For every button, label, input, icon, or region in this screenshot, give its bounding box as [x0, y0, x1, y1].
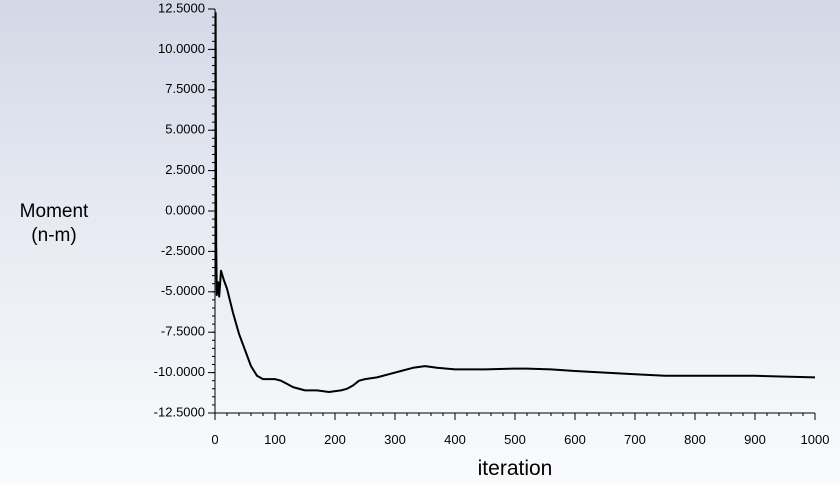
y-tick-label: 7.5000	[165, 81, 205, 96]
y-tick-label: -2.5000	[161, 243, 205, 258]
y-tick-label: -5.0000	[161, 283, 205, 298]
y-ticks: 12.5000 10.0000 7.5000 5.0000 2.5000 0.0000 -2…	[154, 0, 215, 419]
x-tick-label: 400	[444, 432, 466, 447]
y-tick-label: 2.5000	[165, 162, 205, 177]
x-tick-label: 600	[564, 432, 586, 447]
x-tick-label: 300	[384, 432, 406, 447]
y-tick-label: -7.5000	[161, 324, 205, 339]
y-tick-label: 5.0000	[165, 122, 205, 137]
y-tick-label: -12.5000	[154, 404, 205, 419]
x-tick-label: 1000	[801, 432, 830, 447]
x-tick-label: 800	[684, 432, 706, 447]
x-tick-label: 900	[744, 432, 766, 447]
y-tick-label: -10.0000	[154, 364, 205, 379]
series-line-moment	[214, 12, 816, 393]
y-tick-label: 10.0000	[158, 41, 205, 56]
x-tick-label: 500	[504, 432, 526, 447]
x-tick-label: 100	[264, 432, 286, 447]
x-tick-label: 0	[211, 432, 218, 447]
chart-axes	[214, 9, 815, 414]
series-group	[214, 12, 816, 393]
x-ticks: 0 100 200 300 400 500 600 700 800 900 1000	[211, 413, 829, 447]
y-axis-label: Moment (n-m)	[19, 201, 89, 246]
x-tick-label: 200	[324, 432, 346, 447]
x-tick-label: 700	[624, 432, 646, 447]
x-axis-label: iteration	[477, 457, 553, 480]
y-tick-label: 12.5000	[158, 0, 205, 15]
y-tick-label: 0.0000	[165, 202, 205, 217]
